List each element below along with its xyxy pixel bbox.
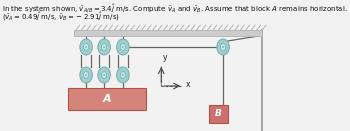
Circle shape [102,72,107,78]
Circle shape [85,74,87,76]
Text: In the system shown, $\bar{v}_{A/B} = 3.4\hat{j}$ m/s. Compute $\bar{v}_A$ and $: In the system shown, $\bar{v}_{A/B} = 3.… [1,2,347,15]
Circle shape [102,44,107,50]
Circle shape [120,72,126,78]
Circle shape [117,39,129,55]
Circle shape [98,67,110,83]
Text: x: x [186,80,190,89]
Bar [68,88,146,110]
Text: B: B [215,110,222,119]
Circle shape [222,46,224,48]
Text: $(\bar{v}_A = 0.49\hat{j}$ m/s, $\bar{v}_B = -2.91\hat{j}$ m/s$)$: $(\bar{v}_A = 0.49\hat{j}$ m/s, $\bar{v}… [1,11,119,23]
Circle shape [103,74,105,76]
Circle shape [122,46,124,48]
Circle shape [217,39,229,55]
Circle shape [120,44,126,50]
Circle shape [103,46,105,48]
Text: y: y [163,53,167,62]
Circle shape [80,39,92,55]
Circle shape [98,39,110,55]
Circle shape [85,46,87,48]
Circle shape [220,44,226,50]
Circle shape [117,67,129,83]
Circle shape [84,72,89,78]
Circle shape [80,67,92,83]
Circle shape [122,74,124,76]
Bar [209,105,228,123]
Text: A: A [103,94,112,104]
Bar [74,30,262,36]
Circle shape [84,44,89,50]
